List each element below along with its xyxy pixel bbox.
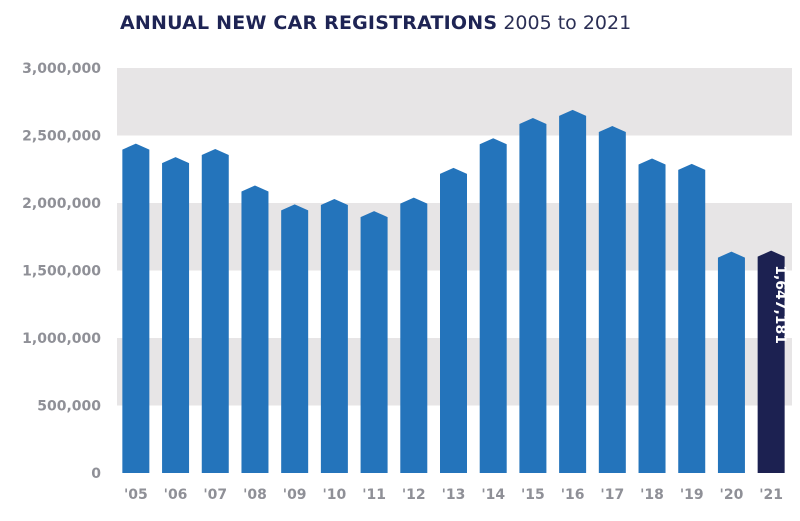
x-tick-label: '11 (362, 487, 386, 503)
bar-21 (757, 250, 785, 473)
chart-title: ANNUAL NEW CAR REGISTRATIONS 2005 to 202… (120, 10, 631, 36)
bar-09 (281, 204, 309, 473)
y-tick-label: 500,000 (37, 399, 101, 415)
bar-06 (162, 157, 190, 473)
chart-title-years: 2005 to 2021 (503, 12, 632, 34)
x-tick-label: '13 (442, 487, 466, 503)
bar-07 (201, 149, 229, 473)
bar-15 (519, 117, 547, 473)
x-tick-label: '10 (322, 487, 346, 503)
x-tick-label: '19 (680, 487, 704, 503)
bar-11 (360, 211, 388, 473)
bar-08 (241, 185, 269, 473)
x-tick-label: '16 (561, 487, 585, 503)
bar-14 (479, 138, 507, 473)
x-tick-label: '08 (243, 487, 267, 503)
x-tick-label: '18 (640, 487, 664, 503)
data-label: 1,647,181 (772, 265, 788, 344)
bar-16 (559, 109, 587, 473)
x-tick-label: '15 (521, 487, 545, 503)
x-tick-label: '12 (402, 487, 426, 503)
y-tick-label: 1,000,000 (22, 331, 101, 347)
bar-13 (440, 167, 467, 473)
bar-05 (122, 143, 150, 473)
bar-series: 1,647,181 (122, 109, 788, 474)
y-tick-label: 2,500,000 (22, 129, 101, 145)
x-axis: '05 '06 '07 '08 '09 '10 '11 '12 '13 '14 '15 '16 '17 '… (124, 487, 783, 503)
x-tick-label: '17 (600, 487, 624, 503)
grid-band (117, 68, 792, 136)
bar-12 (400, 197, 428, 473)
bar-10 (320, 198, 348, 473)
x-tick-label: '07 (203, 487, 227, 503)
y-tick-label: 3,000,000 (22, 61, 101, 77)
chart-title-main: ANNUAL NEW CAR REGISTRATIONS (120, 12, 498, 34)
x-tick-label: '09 (283, 487, 307, 503)
bar-19 (678, 163, 706, 473)
x-tick-label: '20 (720, 487, 744, 503)
y-tick-label: 2,000,000 (22, 196, 101, 212)
x-tick-label: '06 (164, 487, 188, 503)
y-tick-label: 1,500,000 (22, 264, 101, 280)
x-tick-label: '14 (481, 487, 505, 503)
x-tick-label: '21 (759, 487, 783, 503)
x-tick-label: '05 (124, 487, 148, 503)
bar-18 (638, 158, 666, 473)
y-axis: 0 500,000 1,000,000 1,500,000 2,000,000 2,500… (22, 61, 101, 482)
bar-20 (717, 251, 745, 473)
y-tick-label: 0 (91, 466, 101, 482)
bar-17 (598, 126, 626, 474)
